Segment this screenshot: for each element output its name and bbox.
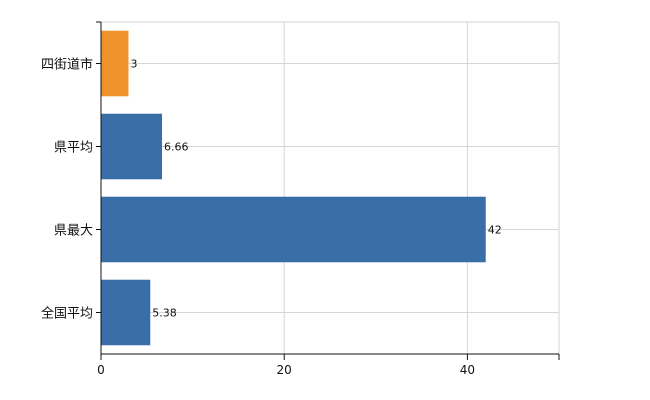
x-tick-label-0: 0 [97,363,105,377]
x-tick-label-1: 20 [277,363,292,377]
bar-3 [101,279,151,346]
category-label-2: 県最大 [54,224,93,239]
data-label-0: 3 [130,58,137,71]
x-tick-label-2: 40 [460,363,475,377]
grid [101,21,560,354]
bar-0 [101,30,129,97]
category-label-3: 全国平均 [41,306,93,322]
category-label-0: 四街道市 [41,57,93,73]
bar-1 [101,113,163,180]
data-label-2: 42 [488,224,502,237]
bars: 3 6.66 42 5.38 [101,30,502,346]
data-label-3: 5.38 [152,307,177,320]
data-label-1: 6.66 [164,141,189,154]
category-label-1: 県平均 [54,141,93,156]
bar-2 [101,196,486,263]
